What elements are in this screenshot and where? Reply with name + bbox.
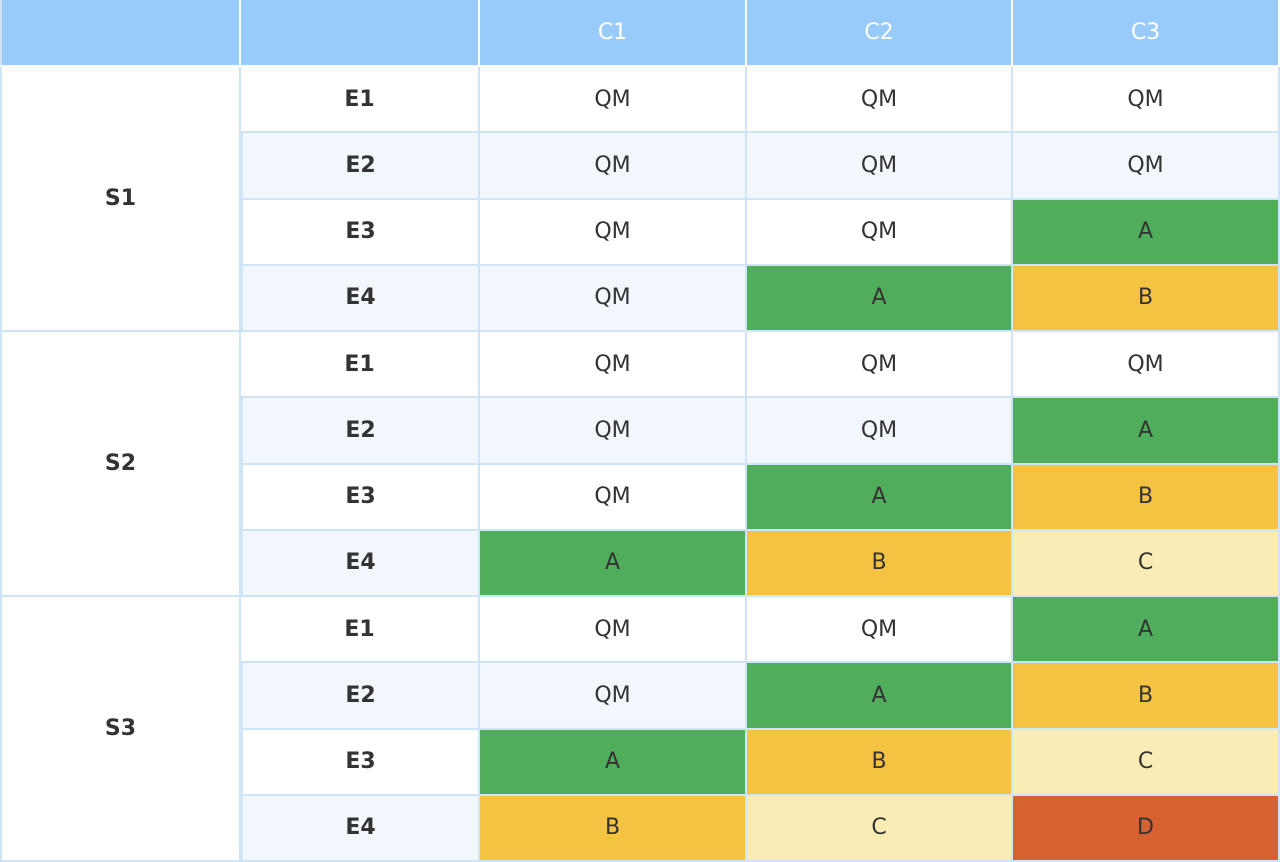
event-label: E3 [241, 729, 480, 796]
table-row: E4 QM A B [0, 265, 1280, 332]
table-row: S2 E1 QM QM QM [0, 332, 1280, 597]
matrix-cell: A [480, 729, 747, 796]
event-label: E2 [241, 663, 480, 730]
scenario-label: S3 [0, 597, 241, 862]
table-row: E3 QM QM A [0, 199, 1280, 266]
matrix-cell: QM [480, 398, 747, 465]
event-label: E1 [241, 67, 480, 134]
header-row: C1 C2 C3 [0, 0, 1280, 67]
matrix-cell: QM [747, 332, 1013, 399]
matrix-cell: B [1013, 464, 1280, 531]
scenario-label: S1 [0, 67, 241, 332]
matrix-cell: QM [747, 398, 1013, 465]
header-corner-scenario [0, 0, 241, 67]
matrix-cell: QM [747, 199, 1013, 266]
table-row: S3 E1 QM QM A [0, 597, 1280, 862]
header-corner-event [241, 0, 480, 67]
table-row: E4 A B C [0, 530, 1280, 597]
event-label: E4 [241, 265, 480, 332]
event-label: E2 [241, 398, 480, 465]
table-row: S1 E1 QM QM QM [0, 67, 1280, 332]
matrix-cell: A [480, 530, 747, 597]
matrix-cell: B [1013, 663, 1280, 730]
matrix-cell: QM [480, 199, 747, 266]
header-column-c3: C3 [1013, 0, 1280, 67]
matrix-cell: QM [747, 133, 1013, 200]
matrix-cell: QM [747, 597, 1013, 664]
event-label: E3 [241, 199, 480, 266]
matrix-cell: A [1013, 398, 1280, 465]
matrix-cell: C [1013, 530, 1280, 597]
header-column-c2: C2 [747, 0, 1013, 67]
matrix-cell: QM [1013, 67, 1280, 134]
matrix-cell: QM [480, 332, 747, 399]
event-label: E3 [241, 464, 480, 531]
matrix-cell: A [1013, 199, 1280, 266]
table-row: E2 QM A B [0, 663, 1280, 730]
matrix-cell: QM [1013, 133, 1280, 200]
table-row: E3 A B C [0, 729, 1280, 796]
matrix-cell: QM [480, 67, 747, 134]
event-label: E2 [241, 133, 480, 200]
table-row: E3 QM A B [0, 464, 1280, 531]
matrix-cell: B [480, 795, 747, 862]
matrix-cell: B [747, 530, 1013, 597]
matrix-cell: A [1013, 597, 1280, 664]
matrix-body: S1 E1 QM QM QM E2 QM QM QM E3 QM QM A E4 QM A B S2 E1 QM QM Q… [0, 67, 1280, 862]
matrix-cell: QM [747, 67, 1013, 134]
matrix-cell: C [747, 795, 1013, 862]
event-label: E4 [241, 795, 480, 862]
event-label: E1 [241, 332, 480, 399]
matrix-cell: A [747, 663, 1013, 730]
matrix-cell: C [1013, 729, 1280, 796]
matrix-cell: B [747, 729, 1013, 796]
event-label: E1 [241, 597, 480, 664]
table-row: E2 QM QM A [0, 398, 1280, 465]
matrix-cell: A [747, 265, 1013, 332]
matrix-cell: D [1013, 795, 1280, 862]
table-row: E4 B C D [0, 795, 1280, 862]
matrix-cell: QM [480, 133, 747, 200]
matrix-cell: QM [480, 663, 747, 730]
matrix-cell: QM [480, 597, 747, 664]
matrix-cell: A [747, 464, 1013, 531]
event-label: E4 [241, 530, 480, 597]
header-column-c1: C1 [480, 0, 747, 67]
matrix-cell: QM [480, 464, 747, 531]
matrix-cell: QM [480, 265, 747, 332]
matrix-cell: QM [1013, 332, 1280, 399]
table-row: E2 QM QM QM [0, 133, 1280, 200]
matrix-cell: B [1013, 265, 1280, 332]
scenario-label: S2 [0, 332, 241, 597]
